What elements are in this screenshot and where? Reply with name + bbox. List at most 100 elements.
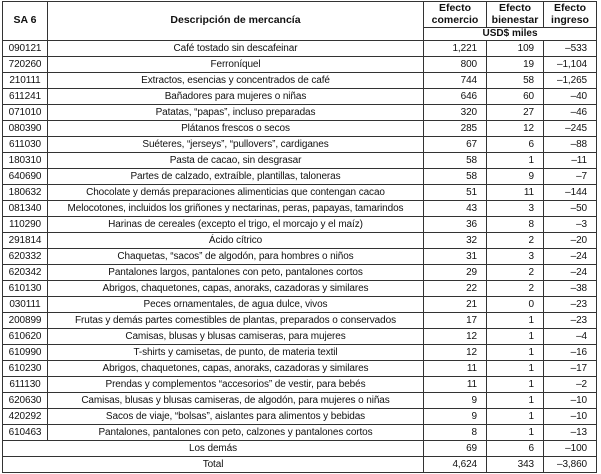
description-cell: Pantalones, pantalones con peto, calzone… xyxy=(47,424,424,441)
efecto-ingreso-cell: –17 xyxy=(543,360,597,377)
efecto-bienestar-cell: 1 xyxy=(486,344,544,361)
table-row: 420292 Sacos de viaje, “bolsas”, aislant… xyxy=(2,408,597,425)
efecto-ingreso-cell: –4 xyxy=(543,328,597,345)
efecto-ingreso-cell: –1,104 xyxy=(543,56,597,73)
efecto-comercio-cell: 31 xyxy=(423,248,487,265)
efecto-comercio-cell: 9 xyxy=(423,408,487,425)
description-cell: Peces ornamentales, de agua dulce, vivos xyxy=(47,296,424,313)
sa6-code-cell: 720260 xyxy=(2,56,48,73)
efecto-comercio-cell: 12 xyxy=(423,344,487,361)
description-cell: Café tostado sin descafeinar xyxy=(47,40,424,57)
table-row: 611130 Prendas y complementos “accesorio… xyxy=(2,376,597,393)
header-row: SA 6 Descripción de mercancía Efecto com… xyxy=(2,1,597,41)
table-row: 640690 Partes de calzado, extraíble, pla… xyxy=(2,168,597,185)
efecto-ingreso-cell: –11 xyxy=(543,152,597,169)
efecto-bienestar-cell: 2 xyxy=(486,264,544,281)
efecto-comercio-cell: 36 xyxy=(423,216,487,233)
efecto-ingreso-cell: –38 xyxy=(543,280,597,297)
efecto-ingreso-cell: –16 xyxy=(543,344,597,361)
efecto-comercio-cell: 320 xyxy=(423,104,487,121)
efecto-ingreso-cell: –24 xyxy=(543,248,597,265)
efecto-comercio-cell: 58 xyxy=(423,168,487,185)
description-cell: Camisas, blusas y blusas camiseras, de a… xyxy=(47,392,424,409)
efecto-comercio-cell: 11 xyxy=(423,360,487,377)
efecto-comercio-cell: 17 xyxy=(423,312,487,329)
description-cell: Plátanos frescos o secos xyxy=(47,120,424,137)
efecto-bienestar-cell: 6 xyxy=(486,136,544,153)
efecto-bienestar-cell: 343 xyxy=(486,456,544,473)
table-row: 611030 Suéteres, “jerseys”, “pullovers”,… xyxy=(2,136,597,153)
table-row: 180632 Chocolate y demás preparaciones a… xyxy=(2,184,597,201)
efecto-bienestar-cell: 1 xyxy=(486,360,544,377)
efecto-ingreso-cell: –3 xyxy=(543,216,597,233)
efecto-comercio-cell: 8 xyxy=(423,424,487,441)
description-cell: Suéteres, “jerseys”, “pullovers”, cardig… xyxy=(47,136,424,153)
description-cell: Chaquetas, “sacos” de algodón, para homb… xyxy=(47,248,424,265)
efecto-ingreso-cell: –40 xyxy=(543,88,597,105)
efecto-ingreso-cell: –50 xyxy=(543,200,597,217)
description-cell: Ácido cítrico xyxy=(47,232,424,249)
table-header: SA 6 Descripción de mercancía Efecto com… xyxy=(2,1,597,41)
table-row: 611241 Bañadores para mujeres o niñas 64… xyxy=(2,88,597,105)
table-row: 081340 Melocotones, incluidos los griñon… xyxy=(2,200,597,217)
efecto-bienestar-cell: 3 xyxy=(486,200,544,217)
efecto-comercio-cell: 58 xyxy=(423,152,487,169)
sa6-code-cell: 611030 xyxy=(2,136,48,153)
sa6-code-cell: 180632 xyxy=(2,184,48,201)
efecto-comercio-cell: 285 xyxy=(423,120,487,137)
efecto-ingreso-cell: –24 xyxy=(543,264,597,281)
column-header-sa6: SA 6 xyxy=(2,1,48,41)
sa6-code-cell: 640690 xyxy=(2,168,48,185)
sa6-code-cell: 090121 xyxy=(2,40,48,57)
efecto-bienestar-cell: 9 xyxy=(486,168,544,185)
efecto-bienestar-cell: 1 xyxy=(486,376,544,393)
units-header: USD$ miles xyxy=(423,27,597,41)
description-cell: Pantalones largos, pantalones con peto, … xyxy=(47,264,424,281)
description-cell: Abrigos, chaquetones, capas, anoraks, ca… xyxy=(47,280,424,297)
table-row: 200899 Frutas y demás partes comestibles… xyxy=(2,312,597,329)
table-row: 090121 Café tostado sin descafeinar 1,22… xyxy=(2,40,597,57)
efecto-bienestar-cell: 58 xyxy=(486,72,544,89)
efecto-ingreso-cell: –144 xyxy=(543,184,597,201)
description-cell: Chocolate y demás preparaciones alimenti… xyxy=(47,184,424,201)
sa6-code-cell: 610990 xyxy=(2,344,48,361)
efecto-ingreso-cell: –100 xyxy=(543,440,597,457)
sa6-code-cell: 420292 xyxy=(2,408,48,425)
efecto-comercio-cell: 29 xyxy=(423,264,487,281)
description-cell: T-shirts y camisetas, de punto, de mater… xyxy=(47,344,424,361)
efecto-comercio-cell: 22 xyxy=(423,280,487,297)
sa6-code-cell: 611241 xyxy=(2,88,48,105)
table-row: 610463 Pantalones, pantalones con peto, … xyxy=(2,424,597,441)
efecto-comercio-cell: 646 xyxy=(423,88,487,105)
table-row: 080390 Plátanos frescos o secos 285 12 –… xyxy=(2,120,597,137)
column-header-efecto-bienestar: Efecto bienestar xyxy=(486,1,544,28)
description-cell: Camisas, blusas y blusas camiseras, para… xyxy=(47,328,424,345)
description-cell: Partes de calzado, extraíble, plantillas… xyxy=(47,168,424,185)
efecto-comercio-cell: 9 xyxy=(423,392,487,409)
efecto-bienestar-cell: 2 xyxy=(486,232,544,249)
efecto-ingreso-cell: –7 xyxy=(543,168,597,185)
efecto-bienestar-cell: 2 xyxy=(486,280,544,297)
table-row: 110290 Harinas de cereales (excepto el t… xyxy=(2,216,597,233)
efecto-comercio-cell: 67 xyxy=(423,136,487,153)
description-cell: Abrigos, chaquetones, capas, anoraks, ca… xyxy=(47,360,424,377)
description-cell: Bañadores para mujeres o niñas xyxy=(47,88,424,105)
efecto-bienestar-cell: 12 xyxy=(486,120,544,137)
efecto-ingreso-cell: –245 xyxy=(543,120,597,137)
efecto-bienestar-cell: 1 xyxy=(486,152,544,169)
table-row: 291814 Ácido cítrico 32 2 –20 xyxy=(2,232,597,249)
sa6-code-cell: 610230 xyxy=(2,360,48,377)
description-cell: Sacos de viaje, “bolsas”, aislantes para… xyxy=(47,408,424,425)
efecto-ingreso-cell: –23 xyxy=(543,296,597,313)
efecto-comercio-cell: 800 xyxy=(423,56,487,73)
table-row: 620342 Pantalones largos, pantalones con… xyxy=(2,264,597,281)
table-row: 610990 T-shirts y camisetas, de punto, d… xyxy=(2,344,597,361)
efecto-comercio-cell: 21 xyxy=(423,296,487,313)
efecto-ingreso-cell: –23 xyxy=(543,312,597,329)
efecto-bienestar-cell: 109 xyxy=(486,40,544,57)
efecto-ingreso-cell: –3,860 xyxy=(543,456,597,473)
efecto-comercio-cell: 43 xyxy=(423,200,487,217)
sa6-code-cell: 180310 xyxy=(2,152,48,169)
efecto-comercio-cell: 32 xyxy=(423,232,487,249)
